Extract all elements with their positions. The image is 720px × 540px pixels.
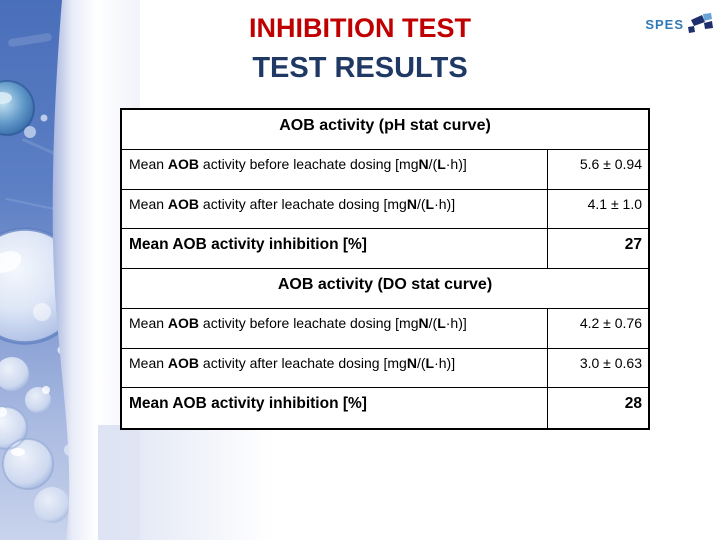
row-label: Mean AOB activity inhibition [%] xyxy=(122,388,548,428)
row-label: Mean AOB activity before leachate dosing… xyxy=(122,308,548,348)
table-row-inhibition-ph: Mean AOB activity inhibition [%] 27 xyxy=(122,229,648,269)
aob-results-table: AOB activity (pH stat curve) Mean AOB ac… xyxy=(120,108,650,430)
spes-logo-mark-icon xyxy=(688,13,713,33)
table-row-after-do: Mean AOB activity after leachate dosing … xyxy=(122,348,648,389)
row-value: 28 xyxy=(624,395,642,413)
table-row-before-ph: Mean AOB activity before leachate dosing… xyxy=(122,149,648,190)
row-value: 4.1 ± 1.0 xyxy=(587,195,642,212)
row-value: 27 xyxy=(624,236,642,254)
slide-subtitle: TEST RESULTS xyxy=(252,52,468,84)
row-value: 3.0 ± 0.63 xyxy=(579,354,642,371)
row-label: Mean AOB activity after leachate dosing … xyxy=(122,189,548,229)
table-row-after-ph: Mean AOB activity after leachate dosing … xyxy=(122,189,648,230)
table-row-inhibition-do: Mean AOB activity inhibition [%] 28 xyxy=(122,388,648,428)
row-value: 5.6 ± 0.94 xyxy=(579,155,642,172)
spes-logo: SPES xyxy=(645,13,714,35)
row-label: Mean AOB activity after leachate dosing … xyxy=(122,348,548,388)
row-label: Mean AOB activity inhibition [%] xyxy=(122,229,548,268)
slide-title: INHIBITION TEST xyxy=(249,13,471,43)
table-section-header-ph: AOB activity (pH stat curve) xyxy=(122,110,648,150)
table-row-before-do: Mean AOB activity before leachate dosing… xyxy=(122,308,648,349)
row-label: Mean AOB activity before leachate dosing… xyxy=(122,149,548,189)
table-section-header-do: AOB activity (DO stat curve) xyxy=(122,269,648,309)
bottom-left-tint xyxy=(98,425,273,540)
spes-logo-text: SPES xyxy=(645,16,684,32)
row-value: 4.2 ± 0.76 xyxy=(579,314,642,331)
